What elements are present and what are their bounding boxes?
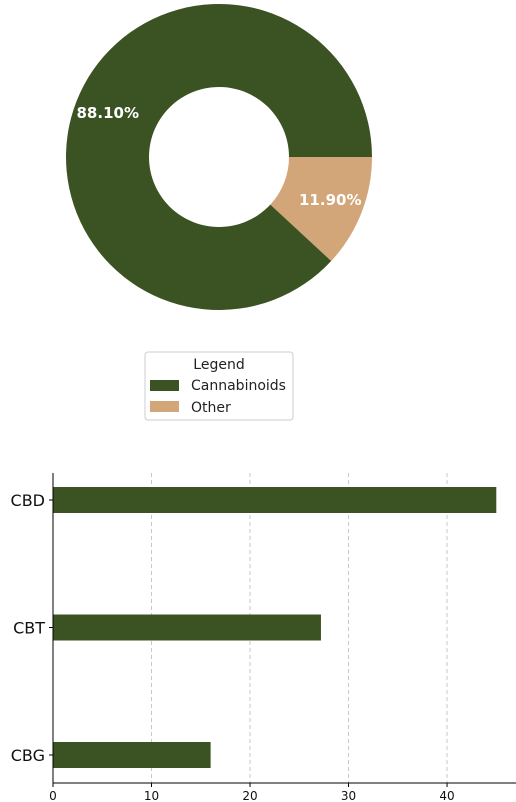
legend-label-other: Other xyxy=(191,400,231,416)
x-tick-label: 20 xyxy=(242,789,257,802)
legend-swatch-other xyxy=(150,401,179,412)
y-tick-label-cbg: CBG xyxy=(11,746,45,765)
x-tick-label: 40 xyxy=(439,789,454,802)
bar-cbg xyxy=(53,742,211,768)
slice-cannabinoids xyxy=(66,4,372,311)
y-tick-label-cbt: CBT xyxy=(13,619,45,638)
legend-label-cannabinoids: Cannabinoids xyxy=(191,378,286,394)
legend-title: Legend xyxy=(193,357,244,373)
x-tick-label: 30 xyxy=(341,789,356,802)
legend-swatch-cannabinoids xyxy=(150,380,179,391)
donut-chart: 88.10% 11.90% xyxy=(66,4,372,311)
bar-cbt xyxy=(53,614,321,641)
bar-cbd xyxy=(53,487,497,513)
slice-other xyxy=(270,157,372,262)
slice-label-other: 11.90% xyxy=(299,191,361,209)
x-tick-labels: 0 10 20 30 40 xyxy=(49,783,455,802)
x-tick-label: 10 xyxy=(144,789,159,802)
slice-label-cannabinoids: 88.10% xyxy=(77,104,139,122)
y-tick-labels: CBD CBT CBG xyxy=(11,491,53,765)
bars xyxy=(53,487,497,768)
y-tick-label-cbd: CBD xyxy=(11,491,45,510)
legend: Legend Cannabinoids Other xyxy=(144,351,294,421)
x-tick-label: 0 xyxy=(49,789,57,802)
bar-chart: CBD CBT CBG 0 10 20 30 40 xyxy=(11,473,516,802)
legend-frame xyxy=(144,351,294,421)
